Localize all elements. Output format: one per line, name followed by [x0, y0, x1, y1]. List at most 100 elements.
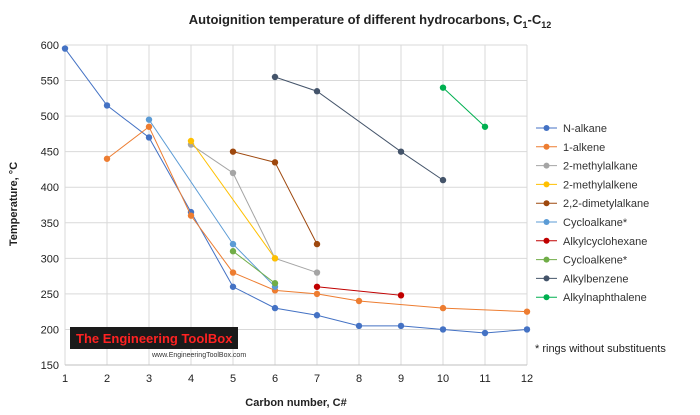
- y-tick-label: 300: [41, 253, 59, 265]
- legend-marker: [543, 219, 550, 225]
- legend-label: 2,2-dimetylalkane: [563, 198, 649, 210]
- legend-marker: [543, 256, 550, 263]
- x-tick-label: 1: [62, 373, 68, 385]
- series-alkylnaphthalene: [439, 84, 489, 130]
- data-point: [481, 329, 489, 337]
- legend: N-alkane 1-alkene 2-methylalkane 2-methylal…: [536, 123, 649, 304]
- x-tick-label: 5: [230, 373, 236, 385]
- legend-marker: [543, 181, 550, 188]
- y-tick-label: 500: [41, 111, 59, 123]
- legend-item-cycloalkene: Cycloalkene*: [536, 255, 628, 267]
- data-point: [313, 290, 321, 298]
- series-2-methylalkane: [187, 141, 321, 276]
- series-line-cycloalkane: [148, 119, 276, 288]
- watermark-brand: The Engineering ToolBox: [76, 331, 233, 346]
- watermark: The Engineering ToolBox www.EngineeringT…: [70, 327, 246, 359]
- legend-item-n-alkane: N-alkane: [536, 123, 607, 135]
- footnote: * rings without substituents: [535, 343, 666, 355]
- series-alkylcyclohexane: [313, 283, 405, 299]
- data-point: [271, 73, 279, 81]
- x-tick-label: 2: [104, 373, 110, 385]
- data-point: [439, 84, 447, 91]
- x-tick-label: 4: [188, 373, 194, 385]
- data-point: [103, 155, 111, 162]
- x-tick-labels: 1 2 3 4 5 6 7 8 9 10 11 12: [62, 373, 533, 385]
- x-tick-label: 12: [521, 373, 533, 385]
- data-point: [61, 45, 69, 52]
- data-point: [103, 102, 111, 109]
- data-point: [481, 123, 489, 130]
- y-tick-label: 350: [41, 218, 59, 230]
- legend-label: 2-methylalkane: [563, 161, 638, 173]
- y-axis-title: Temperature, °C: [8, 162, 20, 246]
- data-point: [397, 292, 405, 299]
- data-point: [313, 283, 321, 290]
- data-point: [397, 148, 405, 155]
- series-lines: [61, 45, 531, 337]
- data-point: [523, 326, 531, 333]
- y-tick-label: 150: [41, 360, 59, 372]
- data-point: [313, 312, 321, 319]
- x-axis-title: Carbon number, C#: [245, 397, 346, 409]
- y-tick-label: 450: [41, 147, 59, 159]
- legend-marker: [543, 162, 550, 169]
- legend-label: Alkylnaphthalene: [563, 292, 647, 304]
- data-point: [271, 255, 279, 262]
- y-tick-label: 600: [41, 40, 59, 52]
- series-line-alkylcyclohexane: [316, 286, 402, 296]
- data-point: [229, 240, 237, 248]
- data-point: [313, 88, 321, 95]
- series-cycloalkane: [145, 116, 279, 290]
- y-tick-labels: 150 200 250 300 350 400 450 500 550 600: [41, 40, 59, 372]
- series-line-alkylbenzene: [274, 76, 444, 181]
- x-tick-label: 3: [146, 373, 152, 385]
- data-point: [229, 148, 237, 155]
- legend-item-2-methylalkene: 2-methylalkene: [536, 179, 638, 191]
- legend-item-cycloalkane: Cycloalkane*: [536, 217, 628, 229]
- data-point: [271, 304, 279, 312]
- legend-label: Alkylbenzene: [563, 273, 628, 285]
- data-point: [229, 169, 237, 177]
- legend-item-2-methylalkane: 2-methylalkane: [536, 161, 638, 173]
- x-tick-label: 11: [479, 373, 490, 385]
- data-point: [397, 322, 405, 330]
- y-tick-label: 250: [41, 289, 59, 301]
- legend-marker: [543, 294, 550, 301]
- x-tick-label: 7: [314, 373, 320, 385]
- series-1-alkene: [103, 123, 531, 315]
- data-point: [229, 269, 237, 276]
- legend-marker: [543, 275, 550, 282]
- legend-label: Cycloalkane*: [563, 217, 628, 229]
- data-point: [145, 123, 153, 130]
- data-point: [271, 280, 279, 287]
- data-point: [313, 269, 321, 276]
- y-tick-label: 200: [41, 324, 59, 336]
- series-cycloalkene: [229, 248, 279, 287]
- watermark-url: www.EngineeringToolBox.com: [151, 352, 246, 359]
- legend-label: Alkylcyclohexane: [563, 236, 647, 248]
- legend-item-1-alkene: 1-alkene: [536, 142, 605, 154]
- data-point: [145, 116, 153, 123]
- x-tick-label: 6: [272, 373, 278, 385]
- legend-marker: [543, 143, 550, 150]
- data-point: [523, 308, 531, 315]
- legend-marker: [543, 125, 550, 131]
- data-point: [271, 159, 279, 166]
- gridlines: [64, 44, 528, 366]
- series-2-2-dimetylalkane: [229, 148, 321, 248]
- data-point: [145, 134, 153, 141]
- legend-label: 1-alkene: [563, 142, 605, 154]
- y-tick-label: 550: [41, 76, 59, 88]
- data-point: [439, 304, 447, 312]
- data-point: [439, 326, 447, 333]
- series-line-cycloalkene: [232, 250, 276, 284]
- data-point: [187, 212, 195, 219]
- series-line-n-alkane: [64, 48, 528, 334]
- data-point: [355, 297, 363, 305]
- watermark-background: [70, 327, 238, 349]
- chart-title: Autoignition temperature of different hy…: [189, 12, 551, 30]
- data-point: [229, 248, 237, 255]
- legend-label: 2-methylalkene: [563, 179, 638, 191]
- data-point: [355, 322, 363, 330]
